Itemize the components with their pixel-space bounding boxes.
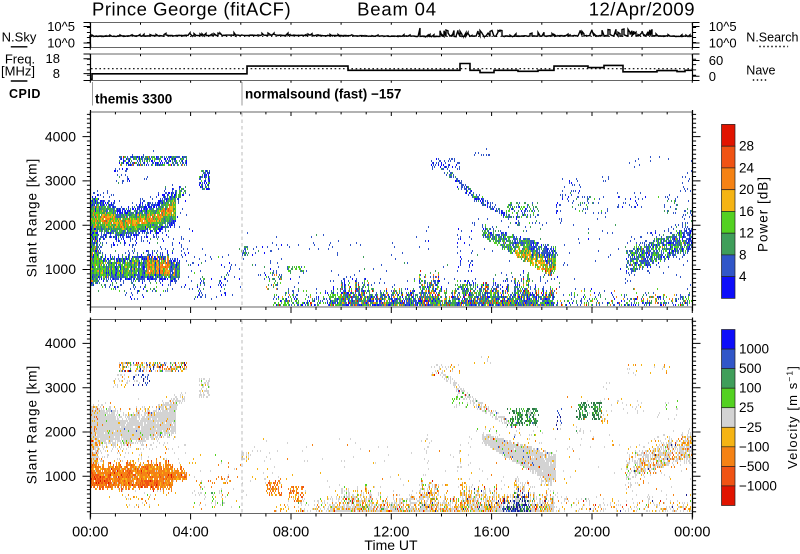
svg-text:500: 500 bbox=[739, 361, 762, 376]
svg-text:N.Search: N.Search bbox=[746, 31, 798, 45]
svg-text:4: 4 bbox=[739, 269, 747, 284]
svg-text:00:00: 00:00 bbox=[72, 525, 108, 541]
svg-text:10^0: 10^0 bbox=[47, 36, 75, 51]
svg-text:25: 25 bbox=[739, 400, 754, 415]
svg-text:CPID: CPID bbox=[9, 87, 41, 101]
svg-text:Velocity [m s−1]: Velocity [m s−1] bbox=[785, 365, 800, 469]
svg-text:1000: 1000 bbox=[739, 342, 769, 357]
svg-text:2000: 2000 bbox=[45, 217, 76, 233]
svg-text:3000: 3000 bbox=[45, 379, 76, 395]
svg-text:12/Apr/2009: 12/Apr/2009 bbox=[589, 0, 695, 20]
svg-text:100: 100 bbox=[739, 381, 762, 396]
svg-text:0: 0 bbox=[709, 69, 716, 84]
svg-text:10^0: 10^0 bbox=[709, 36, 737, 51]
svg-text:20:00: 20:00 bbox=[574, 525, 610, 541]
svg-text:28: 28 bbox=[739, 139, 754, 154]
svg-text:Freq.: Freq. bbox=[5, 52, 35, 67]
svg-text:60: 60 bbox=[709, 53, 723, 68]
svg-text:−500: −500 bbox=[739, 459, 769, 474]
svg-text:8: 8 bbox=[53, 66, 60, 81]
svg-text:1000: 1000 bbox=[45, 468, 76, 484]
svg-text:3000: 3000 bbox=[45, 173, 76, 189]
svg-text:Slant Range [km]: Slant Range [km] bbox=[25, 158, 40, 278]
svg-text:12:00: 12:00 bbox=[373, 525, 409, 541]
svg-text:[MHz]: [MHz] bbox=[1, 64, 35, 79]
svg-text:12: 12 bbox=[739, 226, 754, 241]
svg-text:4000: 4000 bbox=[45, 335, 76, 351]
svg-text:2000: 2000 bbox=[45, 424, 76, 440]
svg-text:−100: −100 bbox=[739, 439, 769, 454]
svg-text:Prince George (fitACF): Prince George (fitACF) bbox=[92, 0, 291, 20]
svg-text:4000: 4000 bbox=[45, 128, 76, 144]
svg-text:−25: −25 bbox=[739, 420, 762, 435]
svg-text:Time UT: Time UT bbox=[364, 537, 418, 553]
svg-text:00:00: 00:00 bbox=[674, 525, 710, 541]
svg-text:10^5: 10^5 bbox=[47, 19, 75, 34]
svg-text:04:00: 04:00 bbox=[172, 525, 208, 541]
svg-text:N.Sky: N.Sky bbox=[2, 30, 37, 45]
svg-text:8: 8 bbox=[739, 247, 747, 262]
svg-text:18: 18 bbox=[46, 51, 60, 66]
svg-text:24: 24 bbox=[739, 160, 755, 175]
svg-text:16: 16 bbox=[739, 204, 754, 219]
svg-text:normalsound (fast) −157: normalsound (fast) −157 bbox=[245, 87, 401, 102]
svg-text:20: 20 bbox=[739, 182, 754, 197]
svg-text:Slant Range [km]: Slant Range [km] bbox=[25, 365, 40, 485]
svg-text:Nave: Nave bbox=[746, 64, 775, 78]
svg-text:10^5: 10^5 bbox=[709, 19, 737, 34]
svg-text:16:00: 16:00 bbox=[473, 525, 509, 541]
svg-text:Beam 04: Beam 04 bbox=[357, 0, 437, 20]
svg-text:themis 3300: themis 3300 bbox=[95, 92, 172, 107]
svg-text:−1000: −1000 bbox=[739, 478, 777, 493]
svg-text:Power [dB]: Power [dB] bbox=[756, 176, 771, 252]
svg-text:08:00: 08:00 bbox=[273, 525, 309, 541]
svg-text:1000: 1000 bbox=[45, 261, 76, 277]
